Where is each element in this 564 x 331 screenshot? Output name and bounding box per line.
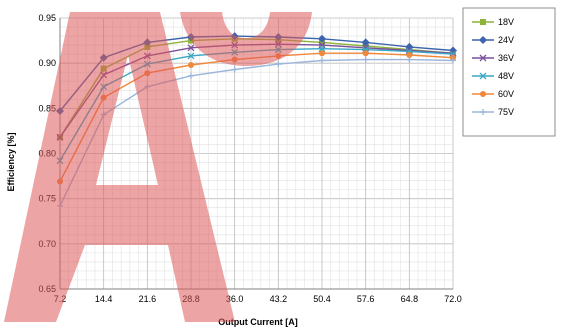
legend-swatch-marker — [480, 109, 486, 115]
data-point-36V — [187, 44, 195, 52]
legend-item-36V: 36V — [472, 53, 514, 63]
x-tick-label: 72.0 — [444, 294, 462, 304]
legend-item-18V: 18V — [472, 17, 514, 27]
data-point-48V — [187, 52, 195, 60]
y-tick-label: 0.90 — [38, 58, 56, 68]
y-tick-label: 0.95 — [38, 13, 56, 23]
data-point-60V — [188, 61, 194, 68]
legend-label: 48V — [498, 71, 514, 81]
y-tick-label: 0.85 — [38, 103, 56, 113]
x-tick-label: 43.2 — [270, 294, 288, 304]
data-point-75V — [406, 56, 413, 63]
legend-swatch-marker — [479, 36, 487, 44]
y-axis-title: Efficiency [%] — [6, 132, 16, 191]
data-point-75V — [231, 66, 238, 73]
data-point-75V — [319, 57, 325, 64]
x-tick-label: 57.6 — [357, 294, 375, 304]
data-point-60V — [406, 52, 413, 59]
legend: 18V 24V 36V 48V 60V 75V — [462, 7, 556, 137]
watermark-logo — [4, 12, 312, 322]
legend-swatch-marker — [480, 91, 486, 97]
legend-item-48V: 48V — [472, 71, 514, 81]
data-point-60V — [362, 50, 369, 57]
data-point-75V — [450, 57, 456, 64]
legend-items: 18V 24V 36V 48V 60V 75V — [472, 17, 514, 117]
data-point-48V — [318, 45, 326, 53]
legend-swatch-marker — [479, 54, 487, 62]
data-point-75V — [362, 56, 369, 63]
data-point-60V — [319, 50, 325, 57]
legend-item-24V: 24V — [472, 35, 514, 45]
x-tick-label: 64.8 — [401, 294, 419, 304]
series-line-75V — [59, 58, 454, 207]
data-point-75V — [275, 61, 282, 68]
watermark-a-shape — [4, 12, 235, 322]
legend-label: 24V — [498, 35, 514, 45]
x-tick-label: 36.0 — [226, 294, 244, 304]
x-tick-label: 14.4 — [95, 294, 113, 304]
legend-label: 75V — [498, 107, 514, 117]
legend-item-60V: 60V — [472, 89, 514, 99]
x-tick-label: 50.4 — [313, 294, 331, 304]
legend-swatch-marker — [479, 72, 487, 80]
legend-label: 36V — [498, 53, 514, 63]
data-point-75V — [188, 72, 194, 79]
x-tick-label: 21.6 — [139, 294, 157, 304]
legend-box — [462, 7, 556, 137]
legend-item-75V: 75V — [472, 107, 514, 117]
data-point-24V — [361, 38, 370, 47]
x-axis-title: Output Current [A] — [218, 317, 297, 327]
legend-label: 60V — [498, 89, 514, 99]
legend-label: 18V — [498, 17, 514, 27]
watermark-arc-shape — [180, 12, 312, 66]
data-point-24V — [318, 34, 326, 43]
legend-swatch-marker — [480, 19, 486, 25]
